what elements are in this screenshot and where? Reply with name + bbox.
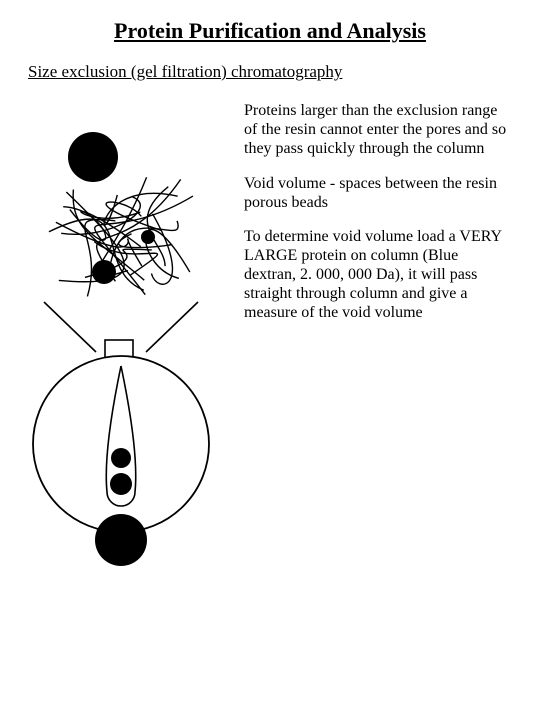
paragraph-3: To determine void volume load a VERY LAR… (244, 228, 512, 322)
small-protein-1 (141, 230, 155, 244)
content-row: Proteins larger than the exclusion range… (28, 96, 512, 572)
gel-filtration-diagram (28, 122, 228, 572)
page-title: Protein Purification and Analysis (28, 18, 512, 44)
pore-protein-1 (110, 473, 132, 495)
paragraph-2: Void volume - spaces between the resin p… (244, 175, 512, 213)
large-protein-bottom (95, 514, 147, 566)
paragraph-1: Proteins larger than the exclusion range… (244, 102, 512, 159)
text-column: Proteins larger than the exclusion range… (238, 96, 512, 339)
pore-protein-0 (111, 448, 131, 468)
small-protein-0 (92, 260, 116, 284)
resin-tangle (49, 177, 193, 296)
page-subtitle: Size exclusion (gel filtration) chromato… (28, 62, 512, 82)
figure-column (28, 96, 238, 572)
page: Protein Purification and Analysis Size e… (0, 0, 540, 572)
large-protein-top (68, 132, 118, 182)
